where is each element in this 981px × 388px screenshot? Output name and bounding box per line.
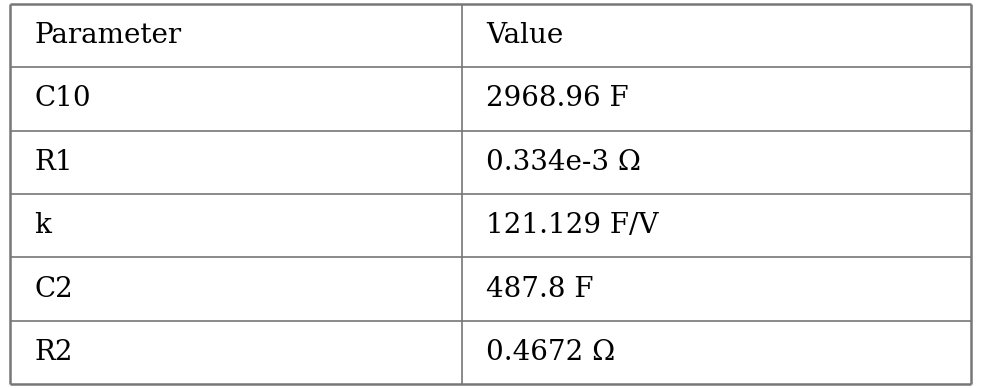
- Text: R2: R2: [34, 339, 73, 366]
- Text: C2: C2: [34, 275, 74, 303]
- Text: R1: R1: [34, 149, 73, 176]
- Text: 0.4672 Ω: 0.4672 Ω: [487, 339, 615, 366]
- Text: Parameter: Parameter: [34, 22, 181, 49]
- Text: 0.334e-3 Ω: 0.334e-3 Ω: [487, 149, 641, 176]
- Text: 487.8 F: 487.8 F: [487, 275, 594, 303]
- Text: 2968.96 F: 2968.96 F: [487, 85, 629, 113]
- Text: Value: Value: [487, 22, 563, 49]
- Text: C10: C10: [34, 85, 91, 113]
- Text: 121.129 F/V: 121.129 F/V: [487, 212, 658, 239]
- Text: k: k: [34, 212, 51, 239]
